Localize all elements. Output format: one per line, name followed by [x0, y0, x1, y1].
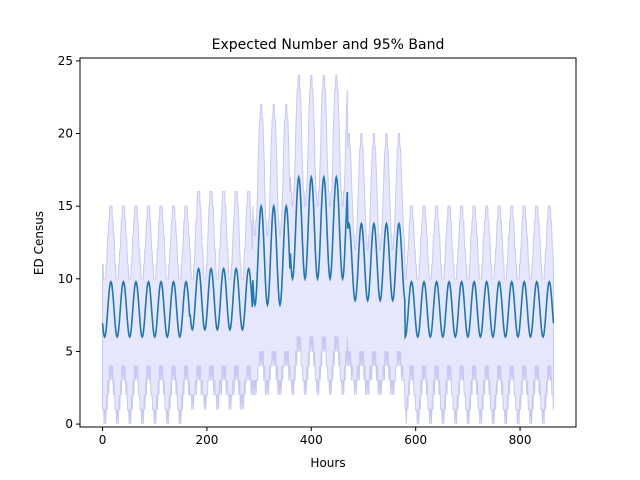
y-tick-label: 25: [58, 54, 73, 68]
y-axis-label: ED Census: [32, 211, 46, 275]
expected-line-layer: [101, 174, 555, 340]
y-tick-label: 15: [58, 199, 73, 213]
chart-title: Expected Number and 95% Band: [212, 37, 445, 53]
expected-number-line: [101, 174, 555, 340]
x-tick-label: 400: [300, 433, 323, 447]
x-tick-label: 800: [509, 433, 532, 447]
y-axis-ticks: 0 5 10 15 20 25: [58, 54, 80, 431]
plot-frame: [79, 57, 577, 428]
x-tick-label: 600: [404, 433, 427, 447]
y-tick-label: 0: [65, 417, 73, 431]
y-tick-label: 10: [58, 272, 73, 286]
x-tick-label: 0: [99, 433, 107, 447]
x-axis-ticks: 0 200 400 600 800: [99, 427, 532, 447]
y-tick-label: 5: [65, 344, 73, 358]
x-axis-label: Hours: [310, 456, 345, 470]
x-tick-label: 200: [195, 433, 218, 447]
y-tick-label: 20: [58, 127, 73, 141]
